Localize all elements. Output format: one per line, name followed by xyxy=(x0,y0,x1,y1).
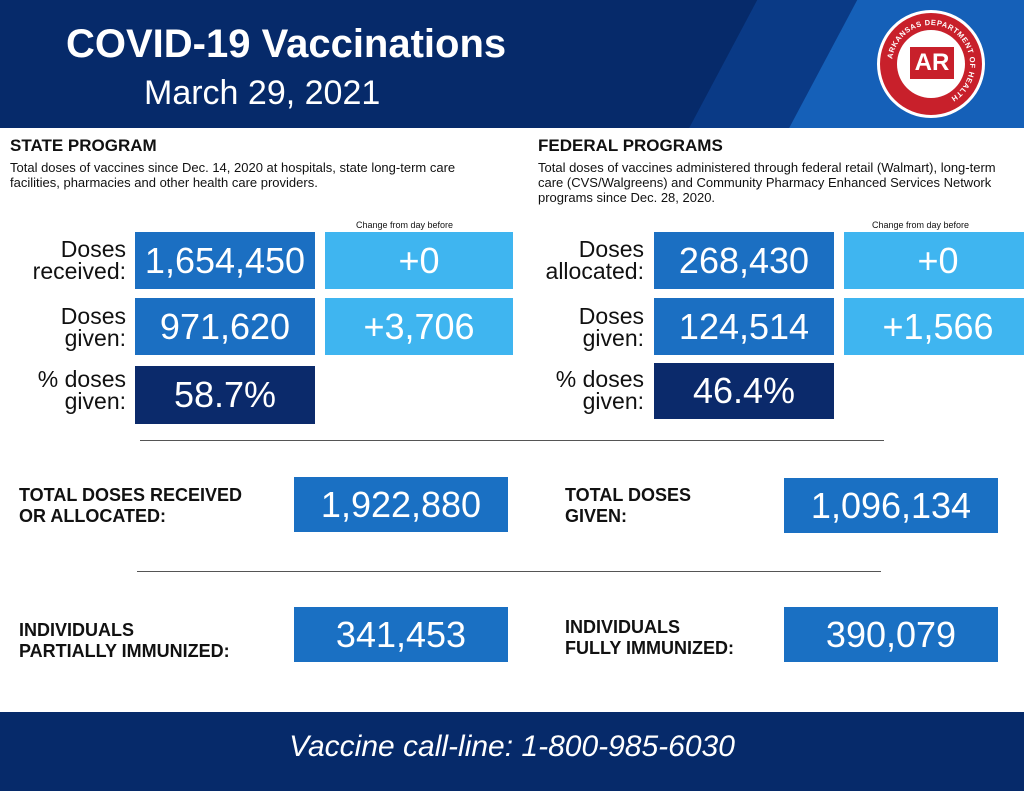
federal-given-value: 124,514 xyxy=(654,298,834,355)
label-line: allocated: xyxy=(545,258,644,284)
page-date: March 29, 2021 xyxy=(144,74,381,112)
divider xyxy=(137,571,881,572)
federal-allocated-change: +0 xyxy=(844,232,1024,289)
logo-monogram: AR xyxy=(910,47,954,79)
federal-allocated-value: 268,430 xyxy=(654,232,834,289)
total-received-value: 1,922,880 xyxy=(294,477,508,532)
state-change-header: Change from day before xyxy=(356,220,454,230)
federal-pct-label: % doses given: xyxy=(530,366,644,414)
total-given-label: TOTAL DOSES GIVEN: xyxy=(565,485,691,527)
state-program-heading: STATE PROGRAM xyxy=(10,136,157,155)
total-given-value: 1,096,134 xyxy=(784,478,998,533)
federal-programs-description: Total doses of vaccines administered thr… xyxy=(538,160,996,205)
label-line: given: xyxy=(582,388,644,414)
fully-immunized-label: INDIVIDUALS FULLY IMMUNIZED: xyxy=(565,617,734,659)
state-received-change: +0 xyxy=(325,232,513,289)
state-given-change: +3,706 xyxy=(325,298,513,355)
label-line: FULLY IMMUNIZED: xyxy=(565,638,734,658)
page-title: COVID-19 Vaccinations xyxy=(66,22,507,66)
federal-change-header: Change from day before xyxy=(872,220,970,230)
federal-given-label: Doses given: xyxy=(530,303,644,351)
logo-center: AR xyxy=(897,30,965,98)
federal-given-change: +1,566 xyxy=(844,298,1024,355)
label-line: Doses xyxy=(60,236,126,262)
vaccine-call-line: Vaccine call-line: 1-800-985-6030 xyxy=(289,730,735,763)
label-line: Doses xyxy=(578,303,644,329)
state-pct-value: 58.7% xyxy=(135,366,315,424)
header-banner xyxy=(0,0,1024,128)
label-line: GIVEN: xyxy=(565,506,628,526)
label-line: % doses xyxy=(37,366,126,392)
label-line: INDIVIDUALS xyxy=(19,620,135,640)
state-received-value: 1,654,450 xyxy=(135,232,315,289)
state-received-label: Doses received: xyxy=(10,236,126,284)
divider xyxy=(140,440,884,441)
label-line: INDIVIDUALS xyxy=(565,617,681,637)
health-department-logo: ARKANSAS DEPARTMENT OF HEALTH AR xyxy=(877,10,985,118)
label-line: % doses xyxy=(555,366,644,392)
total-received-label: TOTAL DOSES RECEIVED OR ALLOCATED: xyxy=(19,485,242,527)
label-line: TOTAL DOSES RECEIVED xyxy=(19,485,243,505)
partially-immunized-value: 341,453 xyxy=(294,607,508,662)
label-line: TOTAL DOSES xyxy=(565,485,692,505)
state-program-description: Total doses of vaccines since Dec. 14, 2… xyxy=(10,160,456,190)
federal-programs-heading: FEDERAL PROGRAMS xyxy=(538,136,723,155)
label-line: Doses xyxy=(60,303,126,329)
federal-pct-value: 46.4% xyxy=(654,363,834,419)
label-line: given: xyxy=(64,388,126,414)
label-line: PARTIALLY IMMUNIZED: xyxy=(19,641,230,661)
federal-allocated-label: Doses allocated: xyxy=(530,236,644,284)
label-line: Doses xyxy=(578,236,644,262)
state-given-label: Doses given: xyxy=(10,303,126,351)
state-given-value: 971,620 xyxy=(135,298,315,355)
label-line: given: xyxy=(582,325,644,351)
label-line: given: xyxy=(64,325,126,351)
partially-immunized-label: INDIVIDUALS PARTIALLY IMMUNIZED: xyxy=(19,620,230,662)
label-line: OR ALLOCATED: xyxy=(19,506,166,526)
footer-banner xyxy=(0,712,1024,791)
fully-immunized-value: 390,079 xyxy=(784,607,998,662)
label-line: received: xyxy=(32,258,126,284)
state-pct-label: % doses given: xyxy=(10,366,126,414)
